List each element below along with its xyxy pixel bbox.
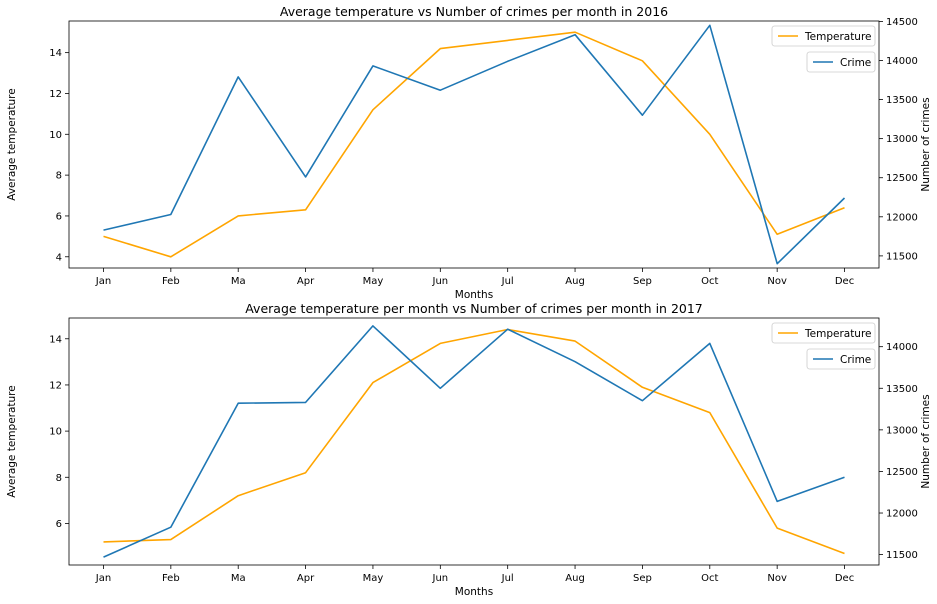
x-tick-label: Apr: [297, 573, 315, 584]
y-right-tick-label: 12000: [886, 509, 918, 520]
series-line-temperature: [103, 31, 845, 258]
plot-frame: [68, 317, 880, 566]
legend-temperature: Temperature: [771, 25, 876, 47]
legend-crime: Crime: [806, 51, 876, 73]
legend-box: [806, 348, 876, 370]
x-tick-label: Ma: [231, 573, 246, 584]
x-tick-label: Sep: [633, 276, 652, 287]
x-tick-label: Sep: [633, 573, 652, 584]
legend-label: Temperature: [804, 31, 872, 43]
x-tick-label: Aug: [565, 276, 585, 287]
y-left-tick-label: 14: [49, 334, 62, 345]
plot-frame: [68, 20, 880, 269]
x-tick-label: Ma: [231, 276, 246, 287]
y-right-tick-label: 14000: [886, 56, 918, 67]
x-tick-label: Jun: [432, 276, 449, 287]
legend-box: [806, 51, 876, 73]
x-tick-label: Nov: [767, 276, 787, 287]
y-left-tick-label: 12: [49, 89, 62, 100]
legend-label: Temperature: [804, 328, 872, 340]
x-tick-label: Jul: [501, 276, 514, 287]
x-tick-label: Oct: [701, 573, 718, 584]
x-tick-label: Aug: [565, 573, 585, 584]
legend-label: Crime: [840, 354, 871, 366]
legend-crime: Crime: [806, 348, 876, 370]
y-right-tick-label: 14000: [886, 342, 918, 353]
legend-box: [771, 322, 876, 344]
y-right-tick-label: 11500: [886, 251, 918, 262]
y-left-axis-label: Average temperature: [6, 88, 18, 200]
x-tick-label: Apr: [297, 276, 315, 287]
y-right-tick-label: 13500: [886, 95, 918, 106]
y-left-tick-label: 8: [56, 171, 62, 182]
series-line-crime: [103, 325, 845, 558]
y-right-tick-label: 13000: [886, 425, 918, 436]
x-tick-label: Jan: [95, 276, 111, 287]
x-tick-label: Dec: [835, 276, 854, 287]
y-left-axis-label: Average temperature: [6, 385, 18, 497]
y-right-tick-label: 12500: [886, 467, 918, 478]
y-left-tick-label: 14: [49, 48, 62, 59]
chart-title: Average temperature vs Number of crimes …: [280, 4, 668, 19]
x-tick-label: May: [363, 276, 384, 287]
x-tick-label: Oct: [701, 276, 718, 287]
y-right-tick-label: 12000: [886, 212, 918, 223]
x-tick-label: Feb: [162, 573, 180, 584]
series-line-temperature: [103, 328, 845, 555]
y-left-tick-label: 6: [56, 211, 62, 222]
y-right-axis-label: Number of crimes: [920, 394, 932, 488]
y-right-axis-label: Number of crimes: [920, 97, 932, 191]
y-right-tick-label: 13500: [886, 384, 918, 395]
chart-title: Average temperature per month vs Number …: [245, 301, 703, 316]
legend-label: Crime: [840, 57, 871, 69]
x-tick-label: Dec: [835, 573, 854, 584]
y-left-tick-label: 10: [49, 427, 62, 438]
x-tick-label: Feb: [162, 276, 180, 287]
y-left-tick-label: 12: [49, 380, 62, 391]
chart-2: Average temperature per month vs Number …: [6, 301, 932, 598]
x-axis-label: Months: [455, 586, 493, 598]
y-left-tick-label: 8: [56, 473, 62, 484]
x-tick-label: Nov: [767, 573, 787, 584]
y-right-tick-label: 12500: [886, 173, 918, 184]
chart-1: Average temperature vs Number of crimes …: [6, 4, 932, 301]
y-left-tick-label: 10: [49, 130, 62, 141]
legend-temperature: Temperature: [771, 322, 876, 344]
y-right-tick-label: 14500: [886, 17, 918, 28]
y-right-tick-label: 13000: [886, 134, 918, 145]
x-axis-label: Months: [455, 289, 493, 301]
x-tick-label: Jul: [501, 573, 514, 584]
x-tick-label: Jun: [432, 573, 449, 584]
series-line-crime: [103, 24, 846, 265]
legend-box: [771, 25, 876, 47]
x-tick-label: May: [363, 573, 384, 584]
y-left-tick-label: 4: [56, 252, 62, 263]
y-right-tick-label: 11500: [886, 550, 918, 561]
y-left-tick-label: 6: [56, 519, 62, 530]
x-tick-label: Jan: [95, 573, 111, 584]
